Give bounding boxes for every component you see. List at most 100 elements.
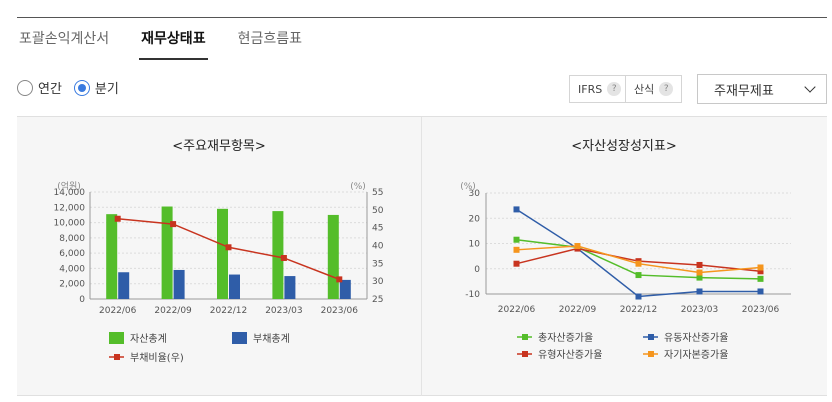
- x-tick-label: 2022/12: [620, 305, 657, 315]
- radio-annual-label: 연간: [38, 82, 62, 97]
- formula-option[interactable]: 산식 ?: [625, 75, 683, 103]
- formula-option-inner[interactable]: 산식 ?: [626, 76, 681, 102]
- y-right-tick-label: 35: [372, 259, 383, 269]
- line-point: [696, 274, 703, 281]
- line-point: [513, 206, 520, 213]
- tab-balance-sheet[interactable]: 재무상태표: [139, 18, 208, 60]
- legend-label: 총자산증가율: [538, 332, 593, 344]
- x-tick-label: 2022/09: [559, 305, 597, 315]
- y-tick-label: 20: [469, 214, 481, 224]
- statement-type-select[interactable]: 주재무제표: [697, 74, 827, 104]
- bar: [173, 269, 185, 299]
- y-left-unit-label: (억원): [57, 180, 81, 192]
- y-left-tick-label: 14,000: [54, 188, 86, 198]
- line-point: [757, 275, 764, 282]
- line-point: [114, 215, 121, 222]
- radio-unchecked-icon[interactable]: [17, 79, 33, 96]
- line-point: [635, 260, 642, 267]
- legend-swatch-marker: [114, 354, 120, 360]
- bar: [272, 211, 284, 299]
- tab-cash-flow[interactable]: 현금흐름표: [237, 31, 302, 47]
- chart-title: <자산성장성지표>: [571, 139, 677, 154]
- x-tick-label: 2023/03: [681, 305, 718, 315]
- ifrs-label: IFRS: [578, 82, 603, 96]
- bar: [339, 279, 351, 299]
- bar: [217, 208, 228, 299]
- question-icon[interactable]: ?: [607, 82, 622, 96]
- y-tick-label: 10: [469, 240, 481, 250]
- y-left-tick-label: 8,000: [59, 234, 85, 244]
- x-tick-label: 2022/06: [498, 305, 536, 315]
- line-point: [225, 244, 232, 251]
- statement-tabs: 포괄손익계산서 재무상태표 현금흐름표: [17, 18, 332, 60]
- y-left-tick-label: 4,000: [59, 264, 85, 274]
- line-point: [635, 272, 642, 279]
- y-tick-label: 0: [474, 265, 480, 275]
- bar: [106, 214, 118, 299]
- legend-label: 부채총계: [253, 333, 290, 345]
- line-point: [170, 221, 177, 228]
- legend-label: 자기자본증가율: [664, 349, 728, 361]
- legend-swatch-marker: [648, 334, 654, 340]
- line-point: [757, 268, 764, 275]
- radio-quarterly-label: 분기: [94, 82, 119, 97]
- x-tick-label: 2023/06: [321, 306, 359, 316]
- x-tick-label: 2022/06: [99, 306, 137, 316]
- y-right-tick-label: 25: [372, 295, 383, 305]
- line-point: [574, 243, 581, 250]
- legend-swatch-marker: [648, 351, 654, 357]
- legend-label: 부채비율(우): [130, 352, 184, 364]
- x-tick-label: 2022/09: [154, 306, 192, 316]
- line-point: [757, 288, 764, 295]
- y-left-tick-label: 6,000: [59, 249, 85, 259]
- y-right-tick-label: 55: [372, 188, 383, 198]
- x-tick-label: 2022/12: [210, 306, 247, 316]
- line-point: [280, 254, 287, 261]
- ifrs-option-inner[interactable]: IFRS ?: [570, 76, 629, 102]
- y-left-tick-label: 0: [79, 295, 85, 305]
- major-financial-items-chart: <주요재무항목> (억원) (%) 0 2,000 4,000 6,000 8,000 10,0…: [54, 139, 384, 364]
- y-left-tick-label: 10,000: [54, 219, 86, 229]
- y-right-tick-label: 30: [372, 277, 384, 287]
- bar: [118, 272, 130, 299]
- y-left-tick-label: 2,000: [59, 280, 85, 290]
- line-point: [513, 246, 520, 253]
- y-right-tick-label: 45: [372, 224, 383, 234]
- formula-label: 산식: [634, 83, 655, 96]
- bar: [327, 214, 339, 299]
- radio-checked-icon[interactable]: [73, 79, 90, 96]
- line-point: [336, 276, 343, 283]
- x-tick-label: 2023/03: [265, 306, 302, 316]
- line-point: [757, 264, 764, 271]
- charts-area: <주요재무항목> (억원) (%) 0 2,000 4,000 6,000 8,000 10,0…: [17, 116, 827, 396]
- line-point: [696, 261, 703, 268]
- bar: [229, 274, 240, 299]
- line-point: [635, 293, 642, 300]
- legend-label: 유동자산증가율: [664, 332, 728, 344]
- top-rule: [17, 17, 827, 18]
- bar: [161, 206, 173, 299]
- legend-swatch-marker: [522, 334, 528, 340]
- y-right-tick-label: 50: [372, 206, 384, 216]
- bar: [284, 276, 296, 299]
- asset-growth-chart: <자산성장성지표> (%) -10 0 10 20 30 2022/06 2022/09 2022…: [460, 139, 791, 361]
- radio-quarterly[interactable]: 분기: [73, 78, 119, 97]
- tab-income-statement[interactable]: 포괄손익계산서: [19, 31, 110, 47]
- y-unit-label: (%): [460, 182, 476, 192]
- panel-divider: [421, 117, 422, 396]
- radio-annual[interactable]: 연간: [17, 78, 62, 97]
- series-line: [516, 208, 761, 298]
- y-right-tick-label: 40: [372, 242, 384, 252]
- legend-swatch-marker: [522, 351, 528, 357]
- question-icon[interactable]: ?: [659, 82, 674, 96]
- line-point: [513, 236, 520, 243]
- y-tick-label: -10: [465, 290, 480, 300]
- legend-swatch: [109, 332, 124, 344]
- y-right-unit-label: (%): [350, 182, 366, 192]
- chevron-down-icon: [804, 80, 816, 93]
- line-point: [696, 269, 703, 276]
- ifrs-option[interactable]: IFRS ?: [569, 75, 631, 103]
- legend-label: 유형자산증가율: [538, 349, 602, 361]
- statement-type-value: 주재무제표: [714, 83, 774, 99]
- y-tick-label: 30: [469, 189, 481, 199]
